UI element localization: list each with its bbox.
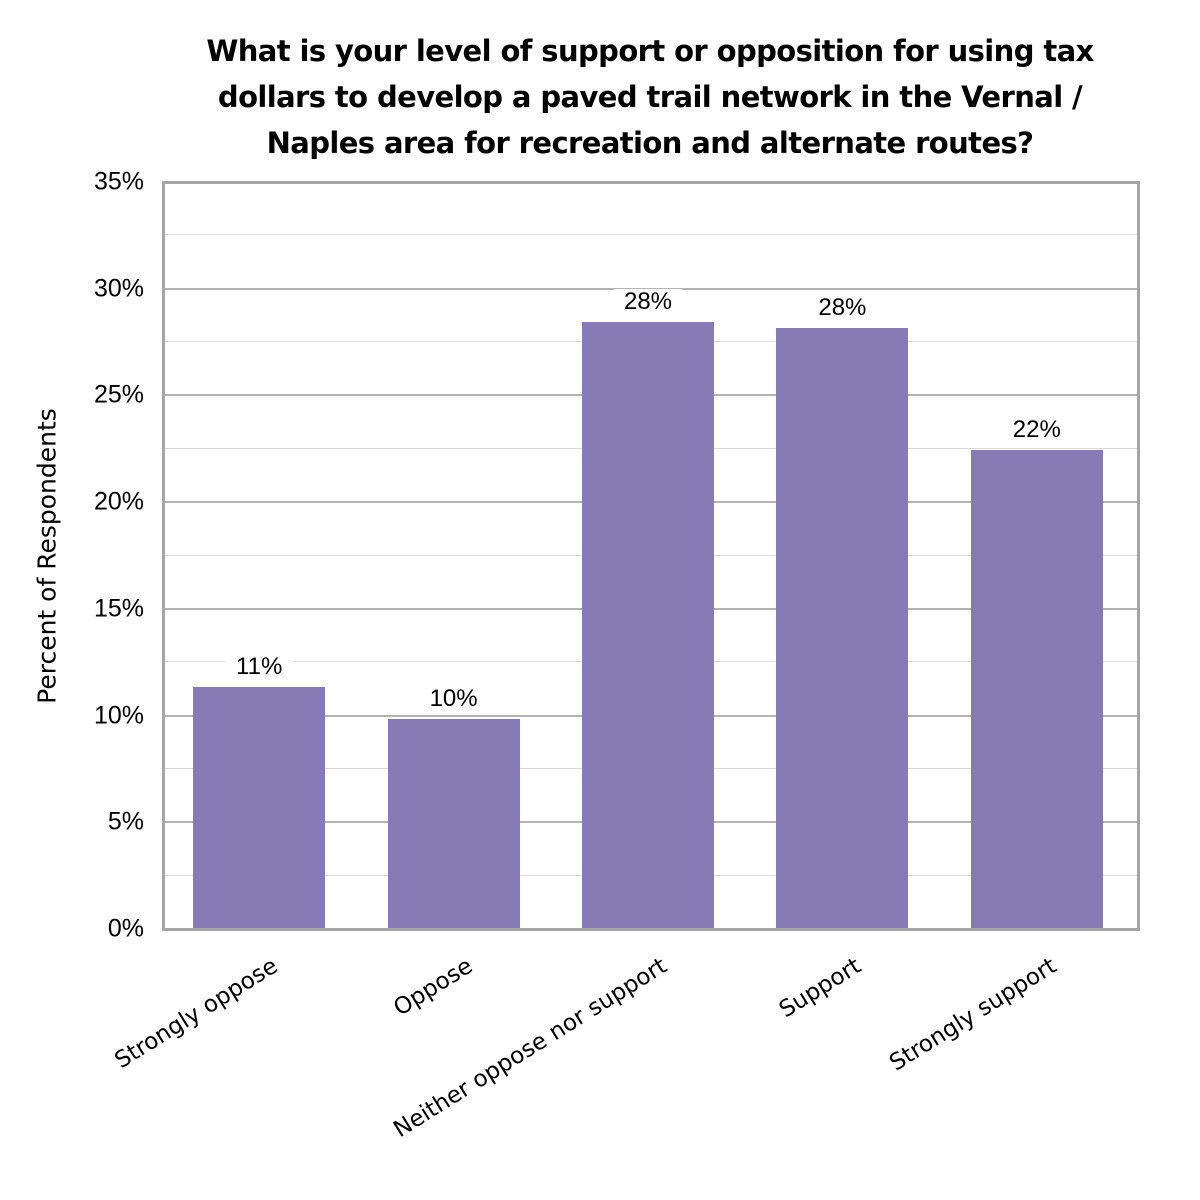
plot-area: 11% 10% 28% 28% 22% xyxy=(162,181,1140,931)
y-axis-label: Percent of Respondents xyxy=(32,408,62,704)
data-label: 10% xyxy=(419,685,488,712)
y-tick-label: 10% xyxy=(93,701,144,730)
bar xyxy=(193,686,326,928)
chart-title-line: dollars to develop a paved trail network… xyxy=(217,80,1083,114)
y-tick-label: 0% xyxy=(107,914,144,943)
bar xyxy=(970,449,1103,928)
y-tick-label: 5% xyxy=(107,807,144,836)
y-tick-label: 20% xyxy=(93,487,144,516)
x-tick-label: Oppose xyxy=(388,953,477,1022)
data-label: 28% xyxy=(808,295,877,322)
data-label: 11% xyxy=(225,653,294,680)
gridline-major xyxy=(165,287,1137,290)
chart-title: What is your level of support or opposit… xyxy=(150,28,1150,166)
y-tick-label: 30% xyxy=(93,274,144,303)
bar xyxy=(582,321,714,928)
chart-title-line: Naples area for recreation and alternate… xyxy=(266,126,1034,160)
x-tick-label: Strongly support xyxy=(884,953,1062,1077)
data-label: 28% xyxy=(614,288,682,315)
chart-title-line: What is your level of support or opposit… xyxy=(206,34,1094,68)
x-tick-label: Support xyxy=(775,953,867,1024)
bar xyxy=(387,718,520,928)
data-label: 22% xyxy=(1002,416,1071,443)
y-tick-label: 35% xyxy=(93,167,144,196)
x-tick-label: Strongly oppose xyxy=(110,953,283,1074)
y-tick-label: 25% xyxy=(93,380,144,409)
y-tick-label: 15% xyxy=(93,594,144,623)
gridline-minor xyxy=(165,234,1137,236)
bar xyxy=(776,328,909,928)
